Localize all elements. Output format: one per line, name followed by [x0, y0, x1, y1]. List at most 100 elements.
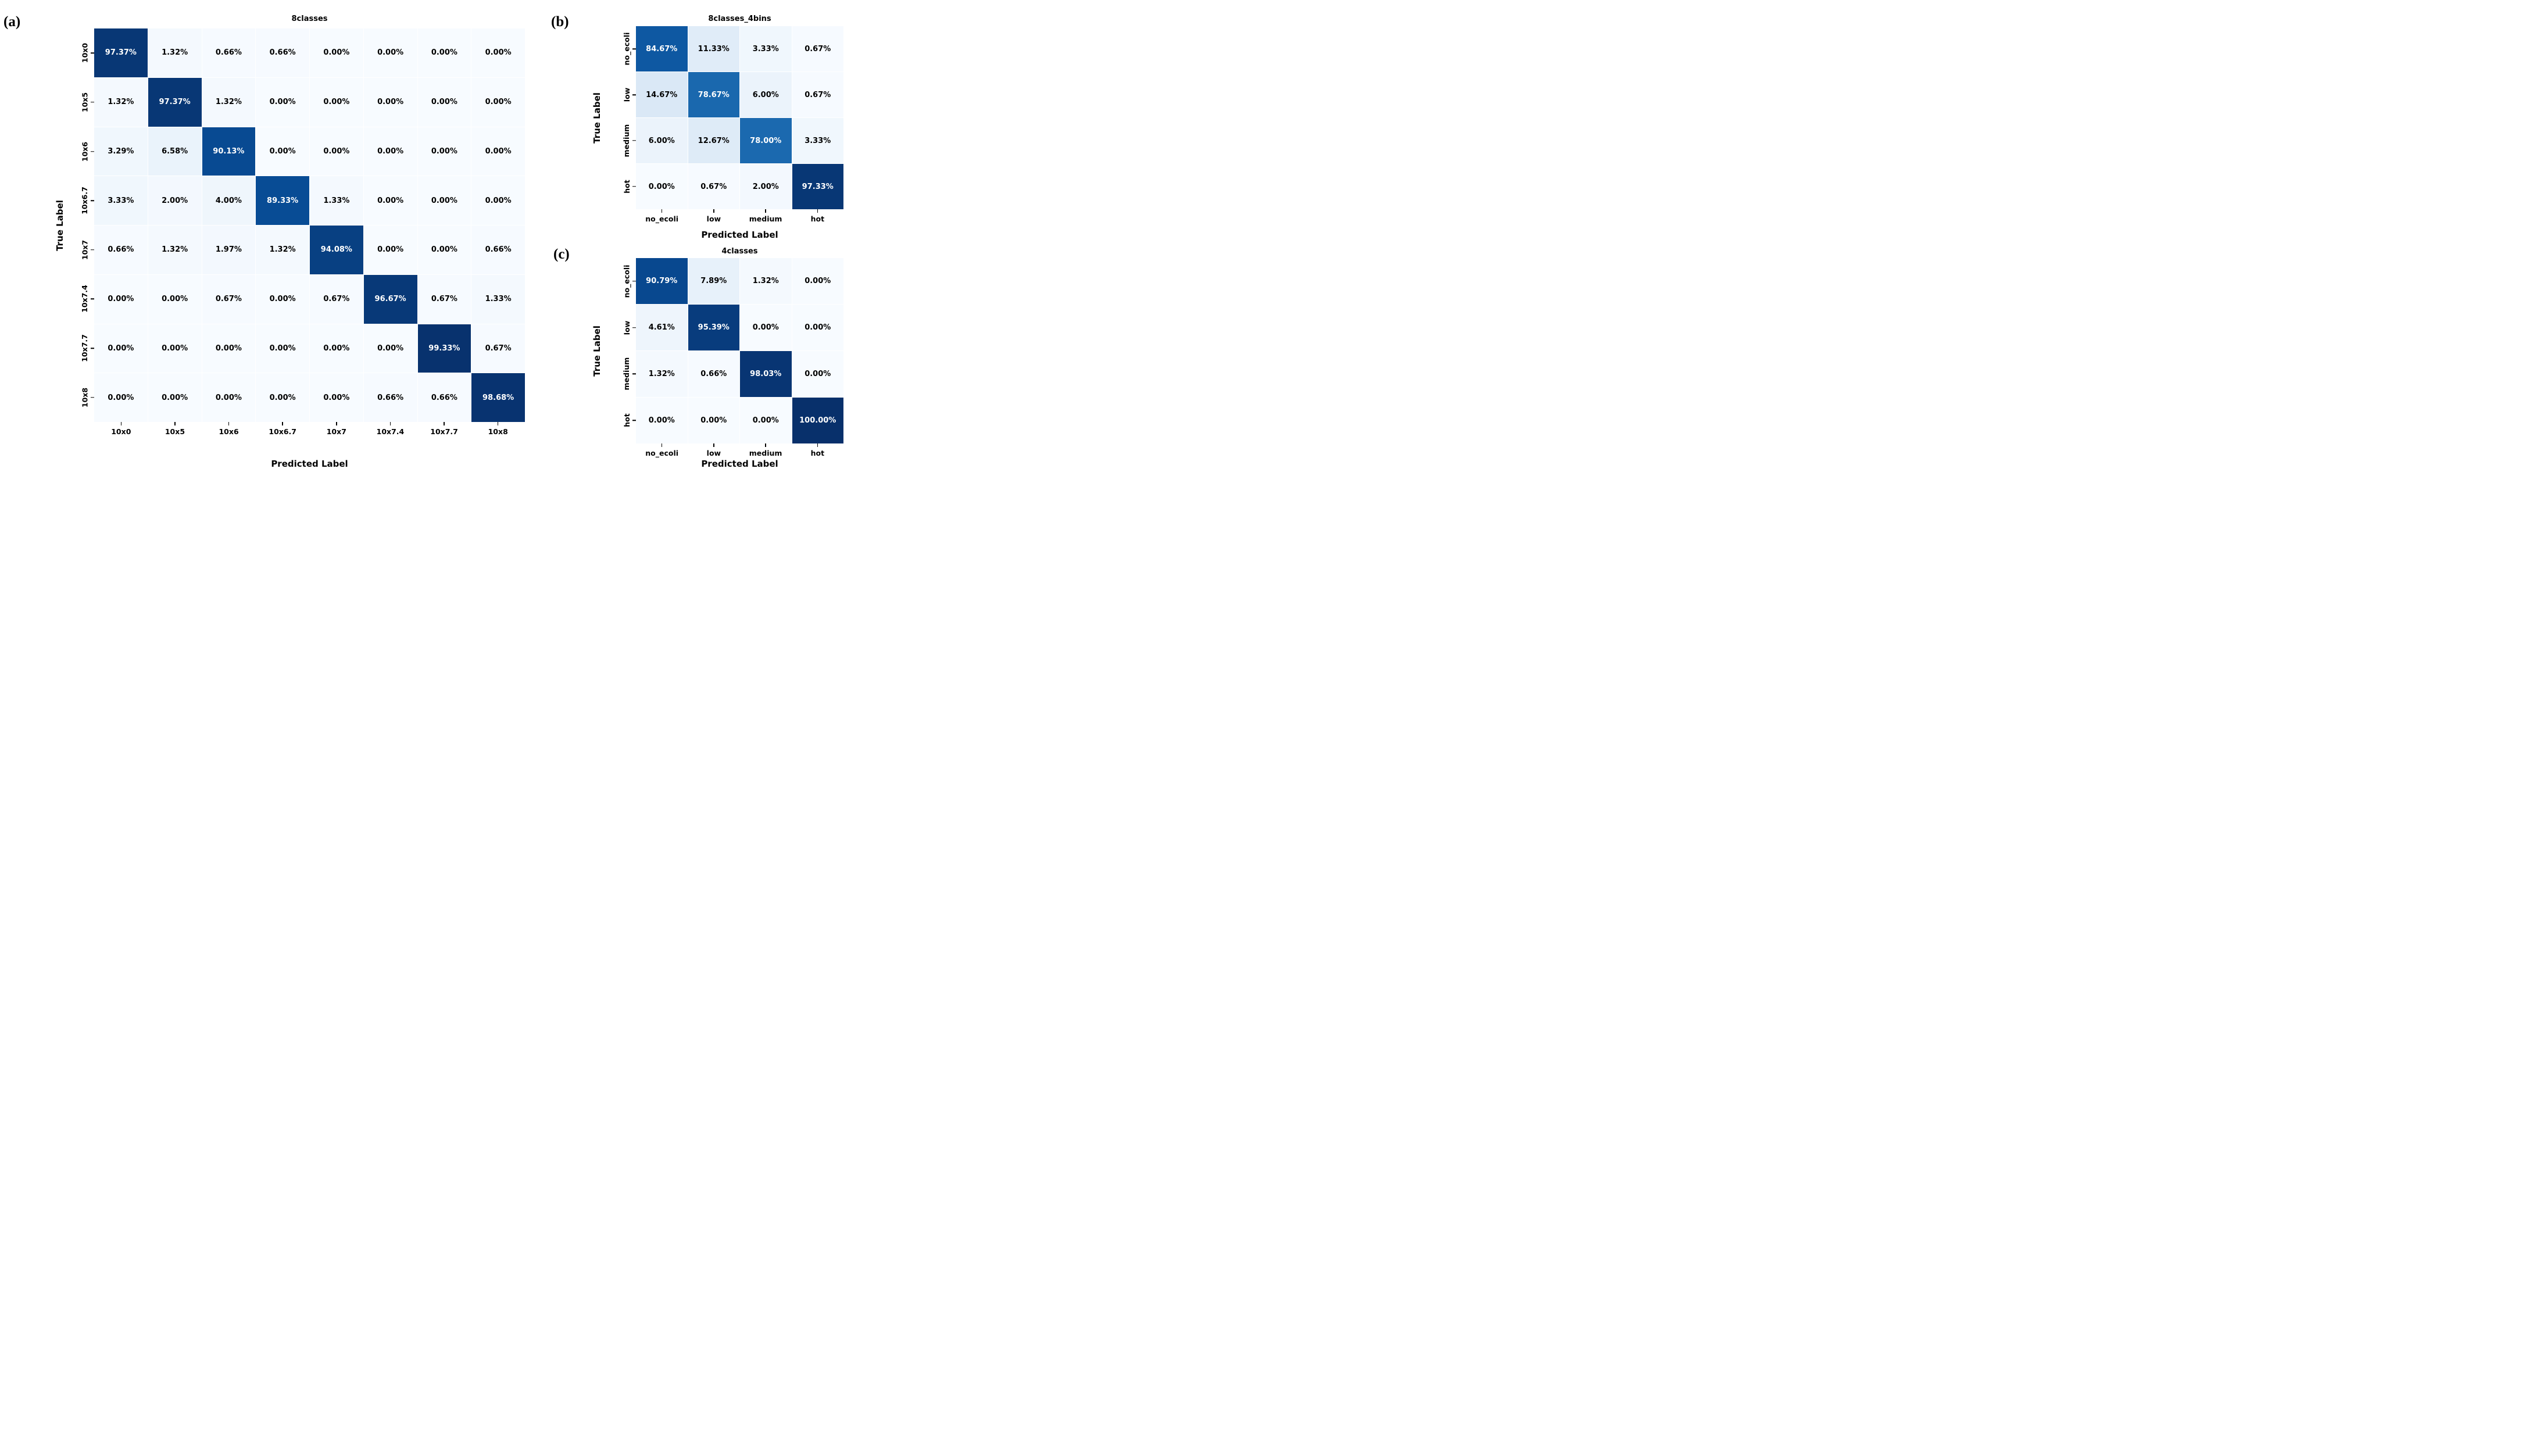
heatmap-cell: 1.32%: [740, 258, 792, 304]
x-tick: medium: [740, 209, 792, 227]
heatmap-cell: 0.00%: [310, 77, 363, 127]
heatmap-cell: 0.00%: [310, 127, 363, 176]
panel-a-ylabel: True Label: [55, 200, 65, 251]
heatmap-cell: 0.00%: [471, 77, 525, 127]
heatmap-cell: 0.67%: [688, 164, 739, 209]
y-tick-label: medium: [622, 357, 631, 391]
panel-c-yticks: no_ecoli low medium hot: [609, 258, 636, 443]
heatmap-cell: 7.89%: [688, 258, 739, 304]
heatmap-cell: 90.79%: [636, 258, 688, 304]
heatmap-cell: 1.32%: [636, 351, 688, 397]
heatmap-cell: 0.66%: [202, 28, 256, 77]
y-tick-mark: [632, 185, 636, 187]
panel-c: (c) 4classes True Label 90.79% 7.89% 1.32%…: [0, 0, 848, 485]
x-tick-label: medium: [749, 449, 782, 457]
y-tick: 10x6: [67, 127, 94, 176]
y-tick: 10x7: [67, 226, 94, 275]
heatmap-cell: 4.61%: [636, 305, 688, 350]
y-tick-label: low: [622, 87, 631, 102]
y-tick: 10x7.7: [67, 324, 94, 373]
x-tick-label: 10x8: [488, 427, 508, 436]
panel-a-xlabel: Predicted Label: [271, 459, 348, 469]
x-tick-label: low: [706, 214, 721, 223]
y-tick: 10x5: [67, 78, 94, 127]
heatmap-cell: 0.66%: [471, 226, 525, 274]
panel-c-heatmap-grid: 90.79% 7.89% 1.32% 0.00% 4.61% 95.39% 0.00% 0.0…: [636, 258, 843, 443]
panel-a-xticks: 10x0 10x5 10x6 10x6.7 10x7 10x7.4 10x7.7 10x8: [94, 422, 525, 439]
panel-b-tag: (b): [551, 14, 569, 30]
panel-c-title: 4classes: [721, 247, 758, 256]
x-tick: medium: [740, 443, 792, 461]
heatmap-cell: 11.33%: [688, 26, 739, 71]
y-tick-label: 10x0: [80, 43, 90, 63]
x-tick: low: [688, 443, 739, 461]
panel-b-ylabel: True Label: [592, 92, 602, 144]
heatmap-cell: 0.00%: [417, 28, 471, 77]
x-tick-mark: [817, 443, 818, 447]
x-tick-mark: [713, 443, 714, 447]
panel-a-heatmap: 97.37% 1.32% 0.66% 0.66% 0.00% 0.00% 0.00% 0.00…: [81, 28, 525, 436]
heatmap-cell: 14.67%: [636, 72, 688, 117]
heatmap-cell: 0.66%: [417, 373, 471, 422]
panel-b-heatmap: 84.67% 11.33% 3.33% 0.67% 14.67% 78.67% 6.00% 0…: [623, 26, 843, 223]
heatmap-cell: 0.67%: [202, 274, 256, 324]
heatmap-cell: 0.00%: [148, 274, 202, 324]
heatmap-cell: 0.00%: [202, 324, 256, 373]
heatmap-cell: 0.67%: [471, 324, 525, 373]
heatmap-cell: 0.00%: [636, 398, 688, 443]
panel-b-yticks: no_ecoli low medium hot: [609, 26, 636, 209]
x-tick: 10x6: [202, 422, 256, 439]
heatmap-cell: 0.00%: [202, 373, 256, 422]
x-tick: 10x8: [471, 422, 525, 439]
heatmap-cell: 89.33%: [256, 176, 309, 225]
heatmap-cell: 84.67%: [636, 26, 688, 71]
y-tick: medium: [609, 351, 636, 398]
heatmap-cell: 96.67%: [363, 274, 417, 324]
heatmap-cell: 1.97%: [202, 226, 256, 274]
x-tick: 10x7: [310, 422, 364, 439]
heatmap-cell: 3.29%: [94, 127, 148, 176]
heatmap-cell: 1.32%: [256, 226, 309, 274]
y-tick-label: 10x7: [80, 239, 90, 260]
heatmap-cell: 0.66%: [94, 226, 148, 274]
x-tick: low: [688, 209, 739, 227]
heatmap-cell: 1.33%: [471, 274, 525, 324]
y-tick-label: no_ecoli: [622, 32, 631, 66]
heatmap-cell: 0.00%: [310, 324, 363, 373]
panel-c-heatmap: 90.79% 7.89% 1.32% 0.00% 4.61% 95.39% 0.00% 0.0…: [623, 258, 843, 457]
heatmap-cell: 0.00%: [148, 373, 202, 422]
heatmap-cell: 0.00%: [256, 373, 309, 422]
y-tick: no_ecoli: [609, 26, 636, 72]
heatmap-cell: 0.00%: [792, 258, 843, 304]
y-tick: 10x8: [67, 373, 94, 422]
y-tick-label: 10x6.7: [80, 187, 90, 214]
y-tick-mark: [91, 200, 94, 201]
panel-a-yticks: 10x0 10x5 10x6 10x6.7 10x7 10x7.4 10x7.7 10x8: [67, 28, 94, 422]
y-tick: 10x0: [67, 28, 94, 78]
heatmap-cell: 0.66%: [256, 28, 309, 77]
y-tick: hot: [609, 163, 636, 209]
y-tick-label: low: [622, 320, 631, 335]
heatmap-cell: 0.00%: [363, 176, 417, 225]
x-tick: 10x0: [94, 422, 148, 439]
heatmap-cell: 0.00%: [636, 164, 688, 209]
heatmap-cell: 78.00%: [740, 118, 792, 163]
heatmap-cell: 0.00%: [471, 127, 525, 176]
panel-b-heatmap-grid: 84.67% 11.33% 3.33% 0.67% 14.67% 78.67% 6.00% 0…: [636, 26, 843, 209]
y-tick: low: [609, 305, 636, 351]
x-tick-mark: [282, 422, 283, 425]
heatmap-cell: 0.66%: [688, 351, 739, 397]
heatmap-cell: 0.00%: [363, 226, 417, 274]
heatmap-cell: 1.32%: [148, 28, 202, 77]
x-tick-label: 10x7: [326, 427, 346, 436]
heatmap-cell: 98.03%: [740, 351, 792, 397]
x-tick-mark: [765, 443, 766, 447]
x-tick-label: hot: [810, 449, 825, 457]
heatmap-cell: 0.00%: [740, 398, 792, 443]
x-tick-mark: [661, 209, 663, 213]
heatmap-cell: 98.68%: [471, 373, 525, 422]
heatmap-cell: 0.00%: [310, 28, 363, 77]
x-tick-label: medium: [749, 214, 782, 223]
y-tick: hot: [609, 397, 636, 443]
heatmap-cell: 6.00%: [636, 118, 688, 163]
